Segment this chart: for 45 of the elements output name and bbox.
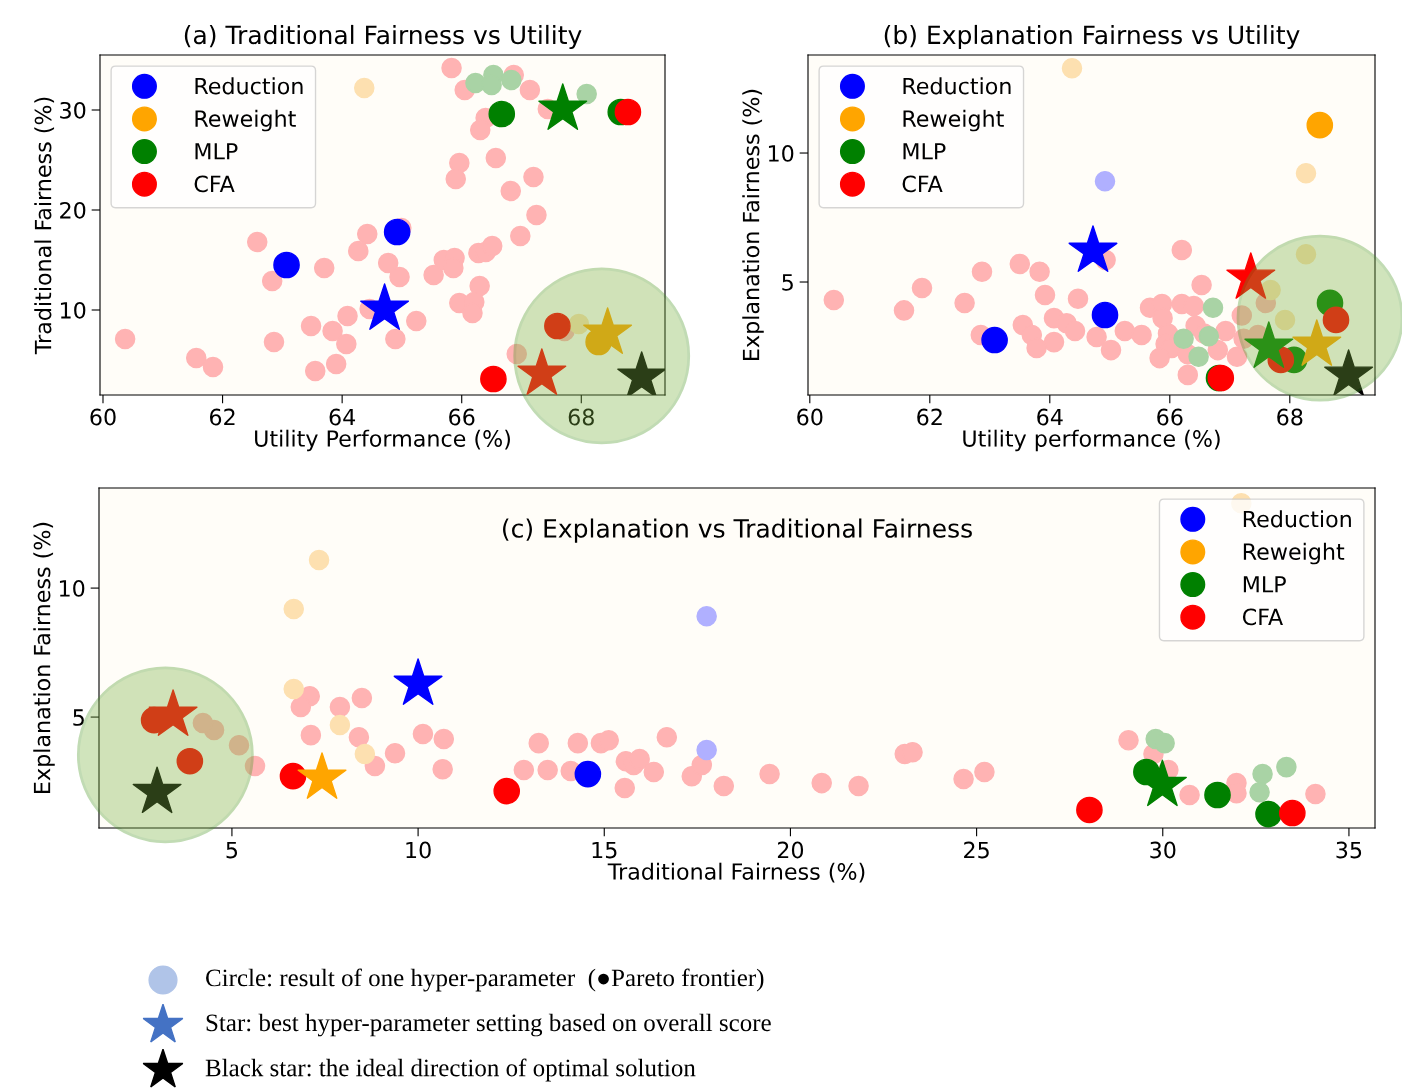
y-tick-label: 10 (60, 301, 86, 319)
x-tick-label: 64 (329, 408, 356, 426)
x-tick-label: 68 (568, 408, 594, 426)
y-tick-label: 10 (59, 580, 85, 597)
x-axis-title: Utility Performance (%) (255, 429, 510, 452)
chart-title: (b) Explanation Fairness vs Utility (884, 24, 1300, 50)
text: Black star: the ideal direction of optimal solution (205, 1058, 696, 1082)
x-tick-label: 64 (1037, 408, 1063, 426)
legend-label: MLP (903, 143, 946, 160)
x-axis-title: Utility performance (%) (963, 429, 1220, 452)
legend-label: Reweight (903, 109, 1004, 132)
y-tick-label: 30 (60, 101, 86, 119)
text: Circle: result of one hyper-parameter (●Pareto frontier) (206, 968, 764, 992)
x-tick-label: 60 (90, 408, 116, 426)
legend-label: Reweight (1243, 542, 1345, 565)
x-tick-label: 5 (226, 841, 238, 859)
x-tick-label: 68 (1277, 408, 1303, 426)
x-tick-label: 35 (1336, 841, 1362, 859)
legend-label: Reduction (1243, 510, 1351, 528)
x-tick-label: 10 (406, 841, 431, 859)
x-tick-label: 15 (592, 841, 617, 859)
legend-label: CFA (1242, 608, 1283, 626)
legend-label: CFA (902, 175, 943, 193)
x-tick-label: 66 (1157, 408, 1183, 426)
legend-label: Reduction (195, 77, 303, 95)
x-axis-title: Traditional Fairness (%) (607, 862, 865, 883)
y-tick-label: 20 (60, 201, 86, 219)
x-tick-label: 62 (917, 408, 942, 426)
y-tick-label: 5 (73, 709, 84, 726)
text: (c) Explanation vs Traditional Fairness (503, 518, 972, 543)
y-axis-title: Explanation Fairness (%) (33, 522, 55, 793)
legend-label: MLP (1243, 576, 1286, 593)
x-tick-label: 66 (449, 408, 475, 426)
legend-label: Reweight (195, 109, 296, 132)
x-tick-label: 62 (209, 408, 235, 426)
y-axis-title: Explanation Fairness (%) (742, 89, 764, 360)
y-axis-title: Traditional Fairness (%) (34, 97, 55, 355)
x-tick-label: 30 (1150, 841, 1176, 859)
x-tick-label: 25 (964, 841, 989, 859)
legend-label: CFA (194, 175, 235, 193)
legend-label: Reduction (903, 77, 1011, 95)
text: Star: best hyper-parameter setting based on overall score (206, 1013, 771, 1037)
x-tick-label: 60 (797, 408, 823, 426)
legend-label: MLP (195, 143, 238, 160)
chart-title: (a) Traditional Fairness vs Utility (184, 24, 582, 50)
